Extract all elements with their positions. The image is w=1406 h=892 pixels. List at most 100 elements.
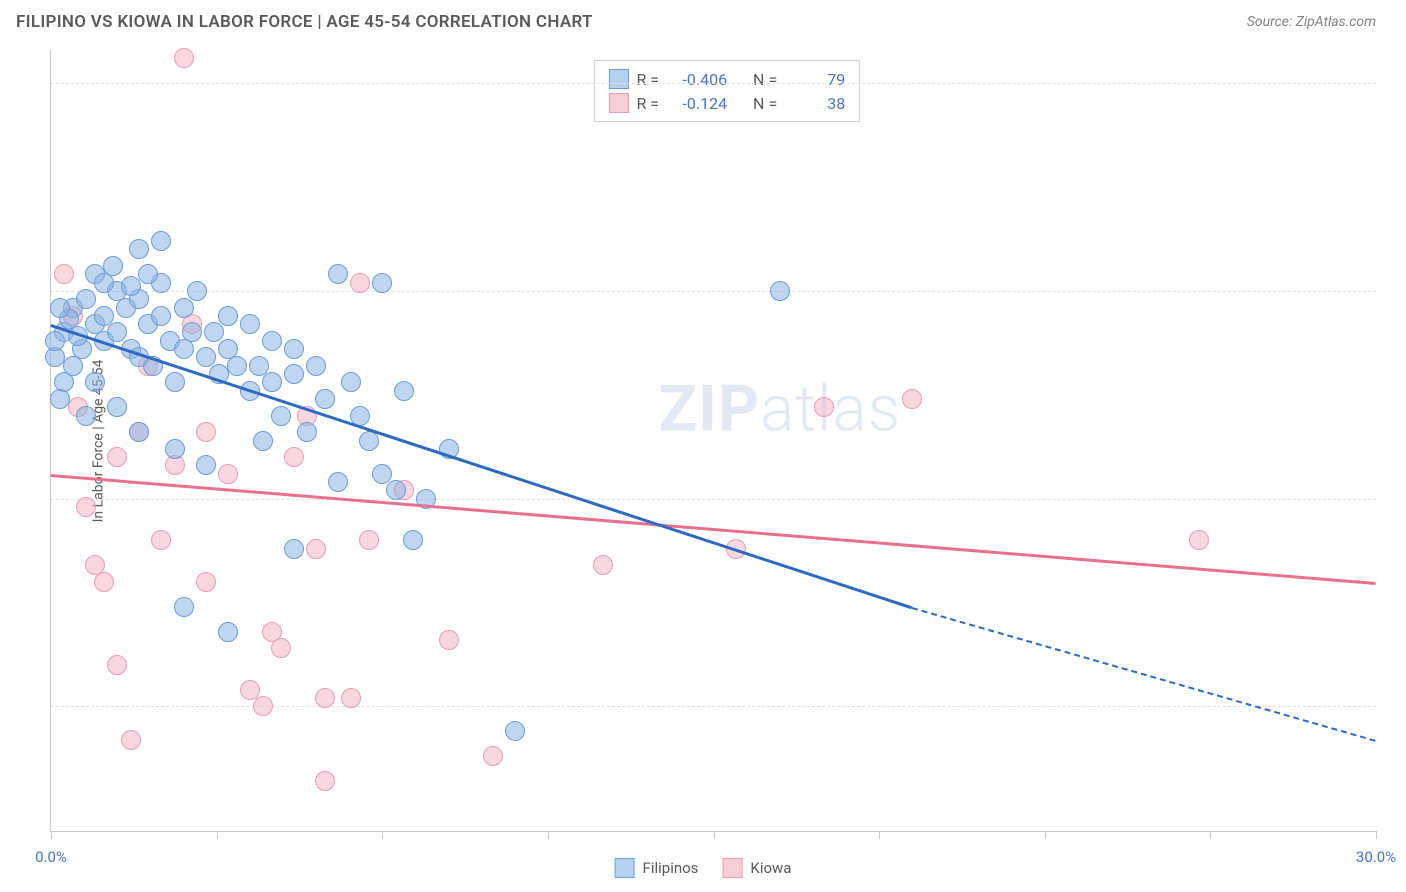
filipinos-point — [174, 298, 194, 318]
kiowa-point — [54, 264, 74, 284]
kiowa-point — [284, 447, 304, 467]
filipinos-point — [45, 331, 65, 351]
filipinos-point — [271, 406, 291, 426]
ytick-label: 75.0% — [1386, 490, 1406, 508]
filipinos-point — [306, 356, 326, 376]
filipinos-point — [505, 721, 525, 741]
kiowa-point — [218, 464, 238, 484]
legend-swatch-kiowa — [722, 858, 742, 878]
xtick — [1376, 831, 1377, 839]
swatch-kiowa — [608, 93, 628, 113]
gridline — [51, 499, 1376, 500]
gridline — [51, 706, 1376, 707]
filipinos-point — [394, 381, 414, 401]
trendline-filipinos-extrapolated — [912, 607, 1376, 742]
filipinos-point — [76, 406, 96, 426]
xtick-label: 30.0% — [1356, 848, 1396, 866]
filipinos-point — [129, 239, 149, 259]
stats-row-series1: R = -0.406 N = 79 — [608, 67, 845, 91]
kiowa-point — [253, 696, 273, 716]
trendline-kiowa — [51, 474, 1376, 585]
filipinos-point — [76, 289, 96, 309]
legend-item-filipinos: Filipinos — [615, 858, 699, 878]
chart-title: FILIPINO VS KIOWA IN LABOR FORCE | AGE 4… — [16, 12, 593, 32]
correlation-stats-box: R = -0.406 N = 79 R = -0.124 N = 38 — [593, 60, 860, 122]
kiowa-point — [306, 539, 326, 559]
xtick — [1045, 831, 1046, 839]
legend-label-kiowa: Kiowa — [750, 859, 791, 877]
kiowa-point — [902, 389, 922, 409]
filipinos-point — [218, 306, 238, 326]
filipinos-point — [386, 480, 406, 500]
source-attribution: Source: ZipAtlas.com — [1247, 14, 1376, 30]
filipinos-point — [328, 472, 348, 492]
filipinos-point — [253, 431, 273, 451]
r-label: R = — [636, 94, 659, 113]
filipinos-point — [218, 622, 238, 642]
n-label: N = — [753, 94, 777, 113]
kiowa-point — [107, 447, 127, 467]
xtick — [1210, 831, 1211, 839]
ytick-label: 100.0% — [1386, 74, 1406, 92]
filipinos-point — [174, 597, 194, 617]
kiowa-point — [196, 422, 216, 442]
filipinos-point — [94, 306, 114, 326]
filipinos-point — [262, 372, 282, 392]
xtick — [879, 831, 880, 839]
filipinos-point — [182, 322, 202, 342]
r-value-kiowa: -0.124 — [667, 94, 727, 113]
filipinos-point — [284, 364, 304, 384]
legend: Filipinos Kiowa — [615, 858, 792, 878]
kiowa-point — [1189, 530, 1209, 550]
kiowa-point — [359, 530, 379, 550]
n-value-kiowa: 38 — [785, 94, 845, 113]
filipinos-point — [372, 273, 392, 293]
swatch-filipinos — [608, 69, 628, 89]
xtick-label: 0.0% — [35, 848, 67, 866]
stats-row-series2: R = -0.124 N = 38 — [608, 91, 845, 115]
kiowa-point — [439, 630, 459, 650]
kiowa-point — [107, 655, 127, 675]
filipinos-point — [138, 264, 158, 284]
xtick — [51, 831, 52, 839]
kiowa-point — [240, 680, 260, 700]
filipinos-point — [403, 530, 423, 550]
filipinos-point — [284, 539, 304, 559]
r-value-filipinos: -0.406 — [667, 70, 727, 89]
kiowa-point — [76, 497, 96, 517]
kiowa-point — [174, 48, 194, 68]
n-value-filipinos: 79 — [785, 70, 845, 89]
ytick-label: 62.5% — [1386, 697, 1406, 715]
kiowa-point — [350, 273, 370, 293]
filipinos-point — [284, 339, 304, 359]
kiowa-point — [593, 555, 613, 575]
chart-plot-area: In Labor Force | Age 45-54 ZIPatlas R = … — [50, 50, 1376, 832]
kiowa-point — [271, 638, 291, 658]
filipinos-point — [315, 389, 335, 409]
ytick-label: 87.5% — [1386, 282, 1406, 300]
filipinos-point — [50, 298, 70, 318]
filipinos-point — [770, 281, 790, 301]
kiowa-point — [483, 746, 503, 766]
filipinos-point — [121, 276, 141, 296]
filipinos-point — [50, 389, 70, 409]
r-label: R = — [636, 70, 659, 89]
filipinos-point — [262, 331, 282, 351]
xtick — [217, 831, 218, 839]
legend-swatch-filipinos — [615, 858, 635, 878]
filipinos-point — [165, 439, 185, 459]
kiowa-point — [121, 730, 141, 750]
gridline — [51, 83, 1376, 84]
watermark: ZIPatlas — [658, 372, 901, 447]
filipinos-point — [249, 356, 269, 376]
filipinos-point — [297, 422, 317, 442]
xtick — [714, 831, 715, 839]
filipinos-point — [165, 372, 185, 392]
gridline — [51, 291, 1376, 292]
filipinos-point — [204, 322, 224, 342]
kiowa-point — [196, 572, 216, 592]
kiowa-point — [315, 771, 335, 791]
filipinos-point — [151, 231, 171, 251]
filipinos-point — [107, 322, 127, 342]
filipinos-point — [372, 464, 392, 484]
